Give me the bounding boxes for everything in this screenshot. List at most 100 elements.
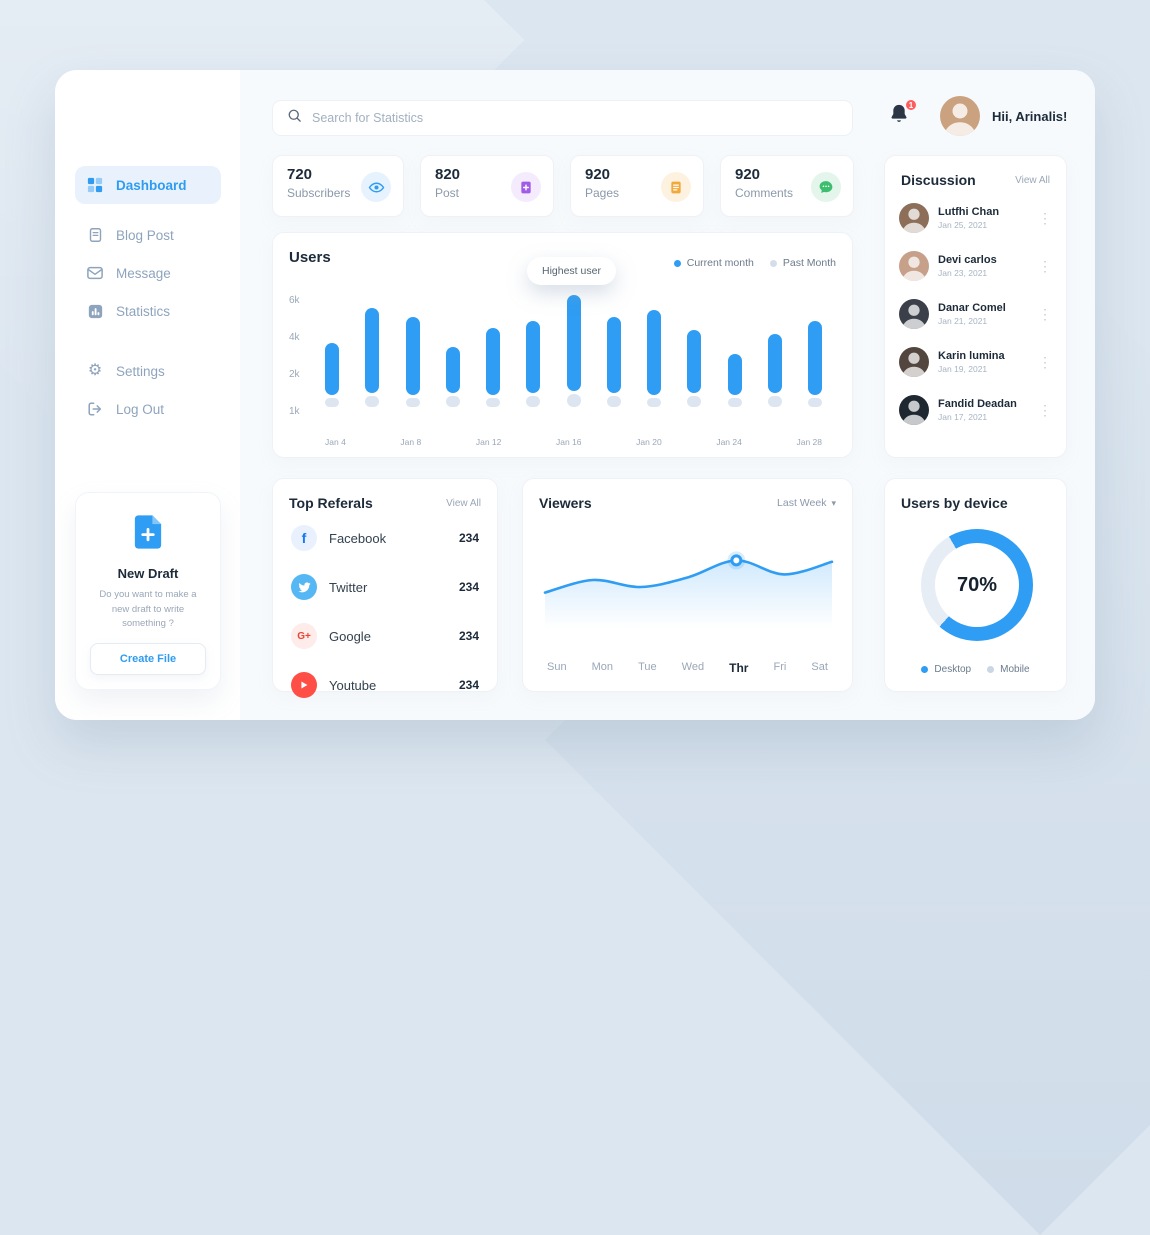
- sidebar-item-message[interactable]: Message: [75, 254, 221, 292]
- stat-card-pages: 920 Pages: [570, 155, 704, 217]
- user-bar[interactable]: [445, 347, 460, 407]
- legend-desktop: Desktop: [921, 664, 971, 675]
- user-avatar[interactable]: [940, 96, 980, 136]
- sidebar-item-label: Statistics: [116, 303, 171, 319]
- referral-name: Youtube: [329, 677, 377, 693]
- user-bar[interactable]: [566, 295, 581, 407]
- notification-badge: 1: [904, 98, 918, 112]
- referral-name: Facebook: [329, 530, 387, 546]
- avatar: [899, 299, 929, 329]
- y-tick: 6k: [289, 295, 300, 306]
- device-title: Users by device: [901, 495, 1008, 511]
- x-tick: Jan 12: [475, 437, 502, 447]
- discussion-user-name: Karin lumina: [938, 350, 1005, 362]
- bar-chart-icon: [86, 304, 104, 319]
- new-file-icon: [76, 511, 220, 558]
- viewers-filter-dropdown[interactable]: Last Week ▾: [777, 497, 836, 509]
- referral-row-google: G+ Google 234: [273, 614, 497, 658]
- x-tick: Jan 20: [636, 437, 662, 447]
- search-input[interactable]: [312, 111, 838, 125]
- referrals-title: Top Referals: [289, 495, 373, 511]
- x-tick: Jan 4: [325, 437, 346, 447]
- user-bar[interactable]: [405, 317, 420, 407]
- top-referrals-card: Top Referals View All f Facebook 234 Twi…: [272, 478, 498, 698]
- stat-value: 820: [435, 166, 461, 183]
- legend-dot-blue: [673, 259, 681, 267]
- post-icon: [511, 172, 541, 202]
- referral-value: 234: [458, 580, 479, 594]
- chart-tooltip: Highest user: [527, 257, 616, 285]
- user-bar[interactable]: [606, 317, 621, 407]
- viewers-days-axis: Sun Mon Tue Wed Thr Fri Sat: [547, 661, 828, 675]
- legend-past-month: Past Month: [769, 257, 836, 269]
- avatar: [899, 395, 929, 425]
- user-bar[interactable]: [687, 330, 702, 407]
- sidebar-item-statistics[interactable]: Statistics: [75, 292, 221, 330]
- sidebar-item-blog-post[interactable]: Blog Post: [75, 216, 221, 254]
- sidebar-item-settings[interactable]: ⚙ Settings: [75, 352, 221, 390]
- discussion-card: Discussion View All Lutfhi Chan Jan 25, …: [884, 155, 1067, 458]
- viewers-day: Wed: [681, 661, 705, 673]
- legend-mobile: Mobile: [987, 664, 1030, 675]
- users-by-device-card: Users by device 70% Desktop Mobile: [884, 478, 1067, 692]
- user-bar[interactable]: [526, 321, 541, 407]
- viewers-filter-label: Last Week: [777, 497, 827, 509]
- kebab-menu-icon[interactable]: ⋮: [1038, 353, 1052, 370]
- google-plus-icon: G+: [291, 623, 317, 649]
- referral-row-facebook: f Facebook 234: [273, 516, 497, 560]
- sidebar-item-dashboard[interactable]: Dashboard: [75, 166, 221, 204]
- user-bar[interactable]: [727, 354, 742, 407]
- user-bar[interactable]: [365, 308, 380, 407]
- referrals-list: f Facebook 234 Twitter 234 G+ Google 234: [273, 516, 497, 707]
- avatar: [899, 347, 929, 377]
- facebook-icon: f: [291, 525, 317, 551]
- stat-value: 720: [287, 166, 313, 183]
- viewers-chart-card: Viewers Last Week ▾ Sun: [522, 478, 853, 692]
- create-file-button[interactable]: Create File: [90, 643, 206, 676]
- stat-label: Post: [435, 186, 460, 200]
- new-draft-description: Do you want to make a new draft to write…: [99, 589, 197, 630]
- referral-value: 234: [458, 678, 479, 692]
- user-bar[interactable]: [325, 343, 339, 407]
- legend-dot-gray: [769, 259, 777, 267]
- referral-name: Google: [329, 628, 371, 644]
- viewers-day: Mon: [591, 661, 614, 673]
- referrals-view-all-link[interactable]: View All: [446, 497, 481, 509]
- stat-label: Pages: [585, 186, 620, 200]
- users-y-axis: 6k 4k 2k 1k: [289, 295, 300, 417]
- users-chart-title: Users: [289, 249, 331, 266]
- kebab-menu-icon[interactable]: ⋮: [1038, 257, 1052, 274]
- user-bar[interactable]: [486, 328, 500, 407]
- stat-value: 920: [735, 166, 761, 183]
- kebab-menu-icon[interactable]: ⋮: [1038, 401, 1052, 418]
- discussion-date: Jan 17, 2021: [938, 412, 988, 422]
- discussion-view-all-link[interactable]: View All: [1015, 174, 1050, 186]
- discussion-date: Jan 19, 2021: [938, 364, 988, 374]
- user-bar[interactable]: [808, 321, 822, 407]
- referral-row-twitter: Twitter 234: [273, 565, 497, 609]
- discussion-list: Lutfhi Chan Jan 25, 2021 ⋮ Devi carlos J…: [885, 194, 1066, 434]
- kebab-menu-icon[interactable]: ⋮: [1038, 305, 1052, 322]
- sidebar: Dashboard Blog Post Message Statistics ⚙…: [55, 70, 240, 720]
- referral-row-youtube: Youtube 234: [273, 663, 497, 707]
- user-bar[interactable]: [767, 334, 782, 407]
- search-icon: [287, 108, 302, 128]
- viewers-line-chart: [543, 551, 834, 629]
- x-tick: Jan 24: [716, 437, 742, 447]
- y-tick: 2k: [289, 369, 300, 380]
- discussion-title: Discussion: [901, 172, 976, 188]
- y-tick: 4k: [289, 332, 300, 343]
- sidebar-item-label: Settings: [116, 363, 165, 379]
- legend-dot-desktop: [921, 666, 929, 673]
- viewers-day: Tue: [638, 661, 657, 673]
- notification-bell-icon[interactable]: 1: [888, 98, 918, 132]
- search-bar: [272, 100, 853, 136]
- stat-label: Subscribers: [287, 186, 351, 200]
- discussion-date: Jan 25, 2021: [938, 220, 988, 230]
- kebab-menu-icon[interactable]: ⋮: [1038, 209, 1052, 226]
- avatar: [899, 203, 929, 233]
- user-bar[interactable]: [647, 310, 661, 407]
- sidebar-item-logout[interactable]: Log Out: [75, 390, 221, 428]
- legend-dot-mobile: [987, 666, 995, 673]
- users-x-axis: Jan 4 Jan 8 Jan 12 Jan 16 Jan 20 Jan 24 Jan 28: [325, 437, 822, 447]
